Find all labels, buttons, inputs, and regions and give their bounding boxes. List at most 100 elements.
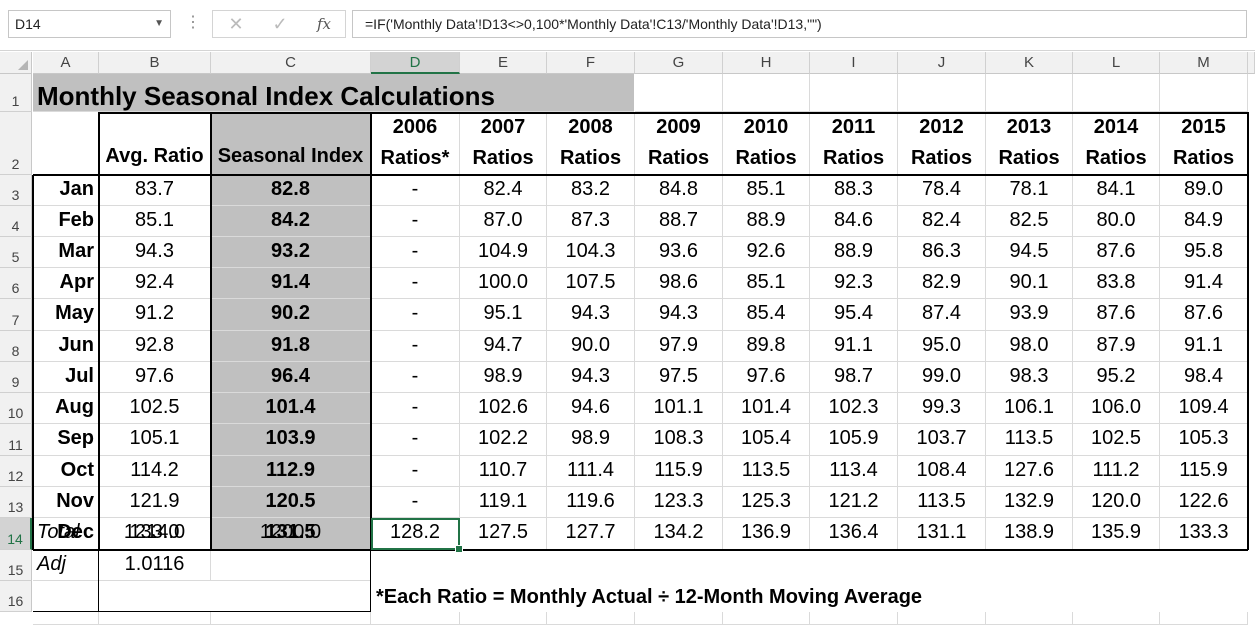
ratio-value[interactable]: 94.6: [547, 393, 635, 424]
total-label[interactable]: Total: [33, 518, 99, 550]
ratio-value[interactable]: 89.0: [1160, 175, 1248, 206]
ratio-value[interactable]: 94.3: [547, 362, 635, 393]
ratio-value[interactable]: 82.9: [898, 268, 986, 299]
header-year-ratios[interactable]: 2011 Ratios: [810, 112, 898, 175]
ratio-value[interactable]: 88.7: [635, 206, 723, 237]
ratio-value[interactable]: 84.9: [1160, 206, 1248, 237]
ratio-value[interactable]: 115.9: [635, 456, 723, 487]
cancel-icon[interactable]: ✕: [228, 14, 244, 34]
ratio-value[interactable]: 102.3: [810, 393, 898, 424]
cell[interactable]: [723, 74, 810, 112]
column-header-a[interactable]: A: [33, 52, 99, 74]
avg-ratio-value[interactable]: 121.9: [99, 487, 211, 518]
ratio-value[interactable]: 83.8: [1073, 268, 1160, 299]
ratio-value[interactable]: 106.0: [1073, 393, 1160, 424]
ratio-value[interactable]: 95.4: [810, 299, 898, 331]
row-header-6[interactable]: 6: [0, 268, 32, 299]
ratio-value[interactable]: 93.9: [986, 299, 1073, 331]
ratio-value[interactable]: -: [371, 268, 460, 299]
column-header-k[interactable]: K: [986, 52, 1073, 74]
ratio-value[interactable]: 87.6: [1160, 299, 1248, 331]
selected-cell-d14[interactable]: [371, 518, 460, 550]
cell[interactable]: [460, 612, 547, 625]
ratio-value[interactable]: 105.9: [810, 424, 898, 456]
ratio-value[interactable]: 113.5: [723, 456, 810, 487]
ratio-value[interactable]: 132.9: [986, 487, 1073, 518]
select-all-corner[interactable]: [0, 52, 32, 74]
ratio-value[interactable]: 92.6: [723, 237, 810, 268]
ratio-value[interactable]: 82.5: [986, 206, 1073, 237]
ratio-value[interactable]: -: [371, 393, 460, 424]
formula-input[interactable]: =IF('Monthly Data'!D13<>0,100*'Monthly D…: [352, 10, 1247, 38]
ratio-value[interactable]: 95.8: [1160, 237, 1248, 268]
month-label[interactable]: Feb: [33, 206, 99, 237]
ratio-value[interactable]: 121.2: [810, 487, 898, 518]
row-header-16[interactable]: 16: [0, 581, 32, 612]
cell[interactable]: [810, 518, 898, 550]
cell[interactable]: [547, 612, 635, 625]
ratio-value[interactable]: 123.3: [635, 487, 723, 518]
seasonal-index-value[interactable]: 90.2: [211, 299, 371, 331]
ratio-value[interactable]: 80.0: [1073, 206, 1160, 237]
ratio-value[interactable]: 95.1: [460, 299, 547, 331]
row-header-2[interactable]: 2: [0, 112, 32, 175]
ratio-value[interactable]: 85.1: [723, 268, 810, 299]
ratio-value[interactable]: 122.6: [1160, 487, 1248, 518]
ratio-value[interactable]: 84.1: [1073, 175, 1160, 206]
month-label[interactable]: Apr: [33, 268, 99, 299]
ratio-value[interactable]: 97.5: [635, 362, 723, 393]
ratio-value[interactable]: 105.4: [723, 424, 810, 456]
cell[interactable]: [547, 518, 635, 550]
avg-ratio-value[interactable]: 92.4: [99, 268, 211, 299]
cell[interactable]: [1160, 74, 1248, 112]
row-header-1[interactable]: 1: [0, 74, 32, 112]
month-label[interactable]: Jul: [33, 362, 99, 393]
header-seasonal-index[interactable]: Seasonal Index: [211, 112, 371, 175]
cell[interactable]: [1160, 612, 1248, 625]
ratio-value[interactable]: 98.9: [460, 362, 547, 393]
ratio-value[interactable]: 88.3: [810, 175, 898, 206]
ratio-value[interactable]: 95.0: [898, 331, 986, 362]
ratio-value[interactable]: 108.3: [635, 424, 723, 456]
cell[interactable]: [986, 518, 1073, 550]
column-header-m[interactable]: M: [1160, 52, 1248, 74]
ratio-value[interactable]: 102.6: [460, 393, 547, 424]
header-year-ratios[interactable]: 2007 Ratios: [460, 112, 547, 175]
column-header-l[interactable]: L: [1073, 52, 1160, 74]
column-header-c[interactable]: C: [211, 52, 371, 74]
seasonal-index-value[interactable]: 96.4: [211, 362, 371, 393]
enter-check-icon[interactable]: ✓: [272, 14, 288, 34]
ratio-value[interactable]: 84.6: [810, 206, 898, 237]
seasonal-index-value[interactable]: 84.2: [211, 206, 371, 237]
header-year-ratios[interactable]: 2014 Ratios: [1073, 112, 1160, 175]
cell[interactable]: [810, 74, 898, 112]
row-header-8[interactable]: 8: [0, 331, 32, 362]
avg-ratio-value[interactable]: 92.8: [99, 331, 211, 362]
ratio-value[interactable]: 86.3: [898, 237, 986, 268]
ratio-value[interactable]: 87.4: [898, 299, 986, 331]
insert-function-icon[interactable]: fx: [316, 15, 331, 33]
header-year-ratios[interactable]: 2009 Ratios: [635, 112, 723, 175]
ratio-value[interactable]: 98.9: [547, 424, 635, 456]
fill-handle[interactable]: [455, 545, 463, 553]
seasonal-index-value[interactable]: 91.8: [211, 331, 371, 362]
header-year-ratios[interactable]: 2015 Ratios: [1160, 112, 1248, 175]
cell[interactable]: [1073, 612, 1160, 625]
ratio-value[interactable]: 82.4: [898, 206, 986, 237]
ratio-value[interactable]: 102.5: [1073, 424, 1160, 456]
ratio-value[interactable]: 120.0: [1073, 487, 1160, 518]
cell[interactable]: [986, 612, 1073, 625]
row-header-13[interactable]: 13: [0, 487, 32, 518]
cell[interactable]: [33, 612, 99, 625]
ratio-value[interactable]: 111.2: [1073, 456, 1160, 487]
ratio-value[interactable]: 84.8: [635, 175, 723, 206]
row-header-11[interactable]: 11: [0, 424, 32, 456]
ratio-value[interactable]: -: [371, 331, 460, 362]
adj-label[interactable]: Adj: [33, 550, 99, 581]
ratio-value[interactable]: 119.6: [547, 487, 635, 518]
ratio-value[interactable]: 85.1: [723, 175, 810, 206]
ratio-value[interactable]: 87.6: [1073, 237, 1160, 268]
cell[interactable]: [986, 74, 1073, 112]
avg-ratio-value[interactable]: 97.6: [99, 362, 211, 393]
ratio-value[interactable]: 98.6: [635, 268, 723, 299]
